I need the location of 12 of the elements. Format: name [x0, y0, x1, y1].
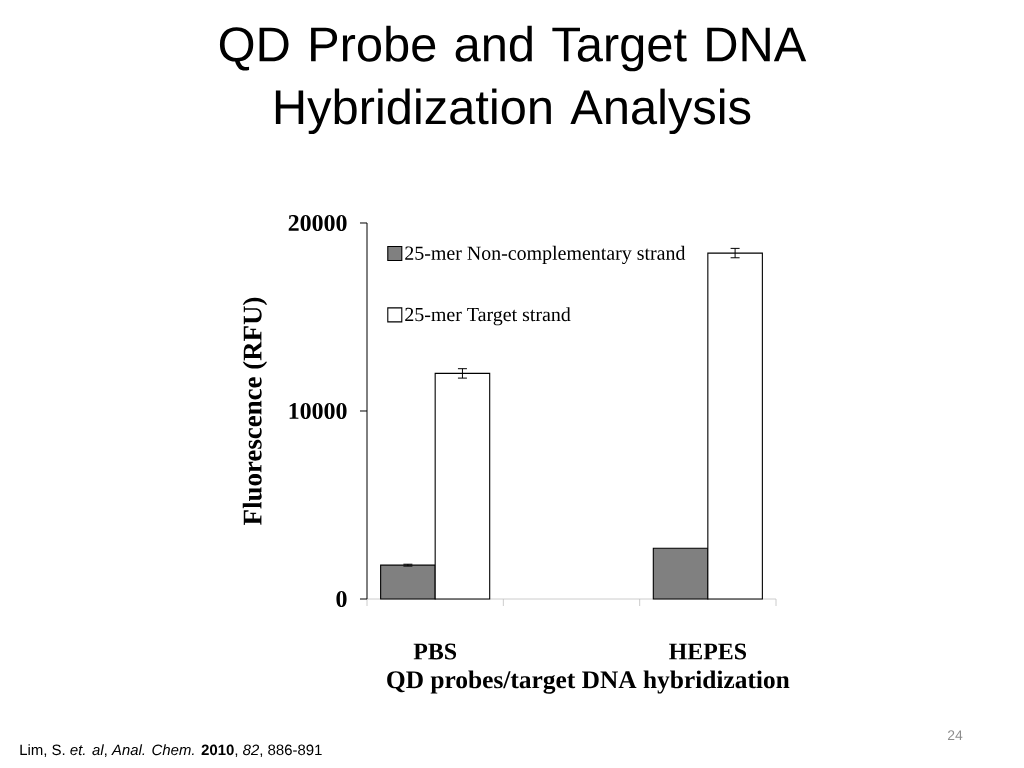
- x-tick-label: HEPES: [669, 643, 747, 660]
- y-tick-label: 20000: [288, 214, 347, 232]
- x-axis-title: QD probes/target DNA hybridization: [387, 670, 790, 694]
- x-tick-label: PBS: [413, 643, 457, 660]
- y-tick-label: 0: [336, 590, 347, 608]
- text: Lim, S. et. al, Anal. Chem. 2010, 82, 886-891: [20, 744, 322, 757]
- y-tick-label: 10000: [289, 402, 347, 420]
- y-axis-title: Fluorescence (RFU): [242, 297, 268, 525]
- chart-title: QD Probe and Target DNA Hybridization Analysis: [219, 25, 807, 135]
- legend-label: 25-mer Non-complementary strand: [405, 245, 686, 264]
- text: 24: [947, 730, 963, 740]
- legend-label: 25-mer Target strand: [405, 307, 571, 326]
